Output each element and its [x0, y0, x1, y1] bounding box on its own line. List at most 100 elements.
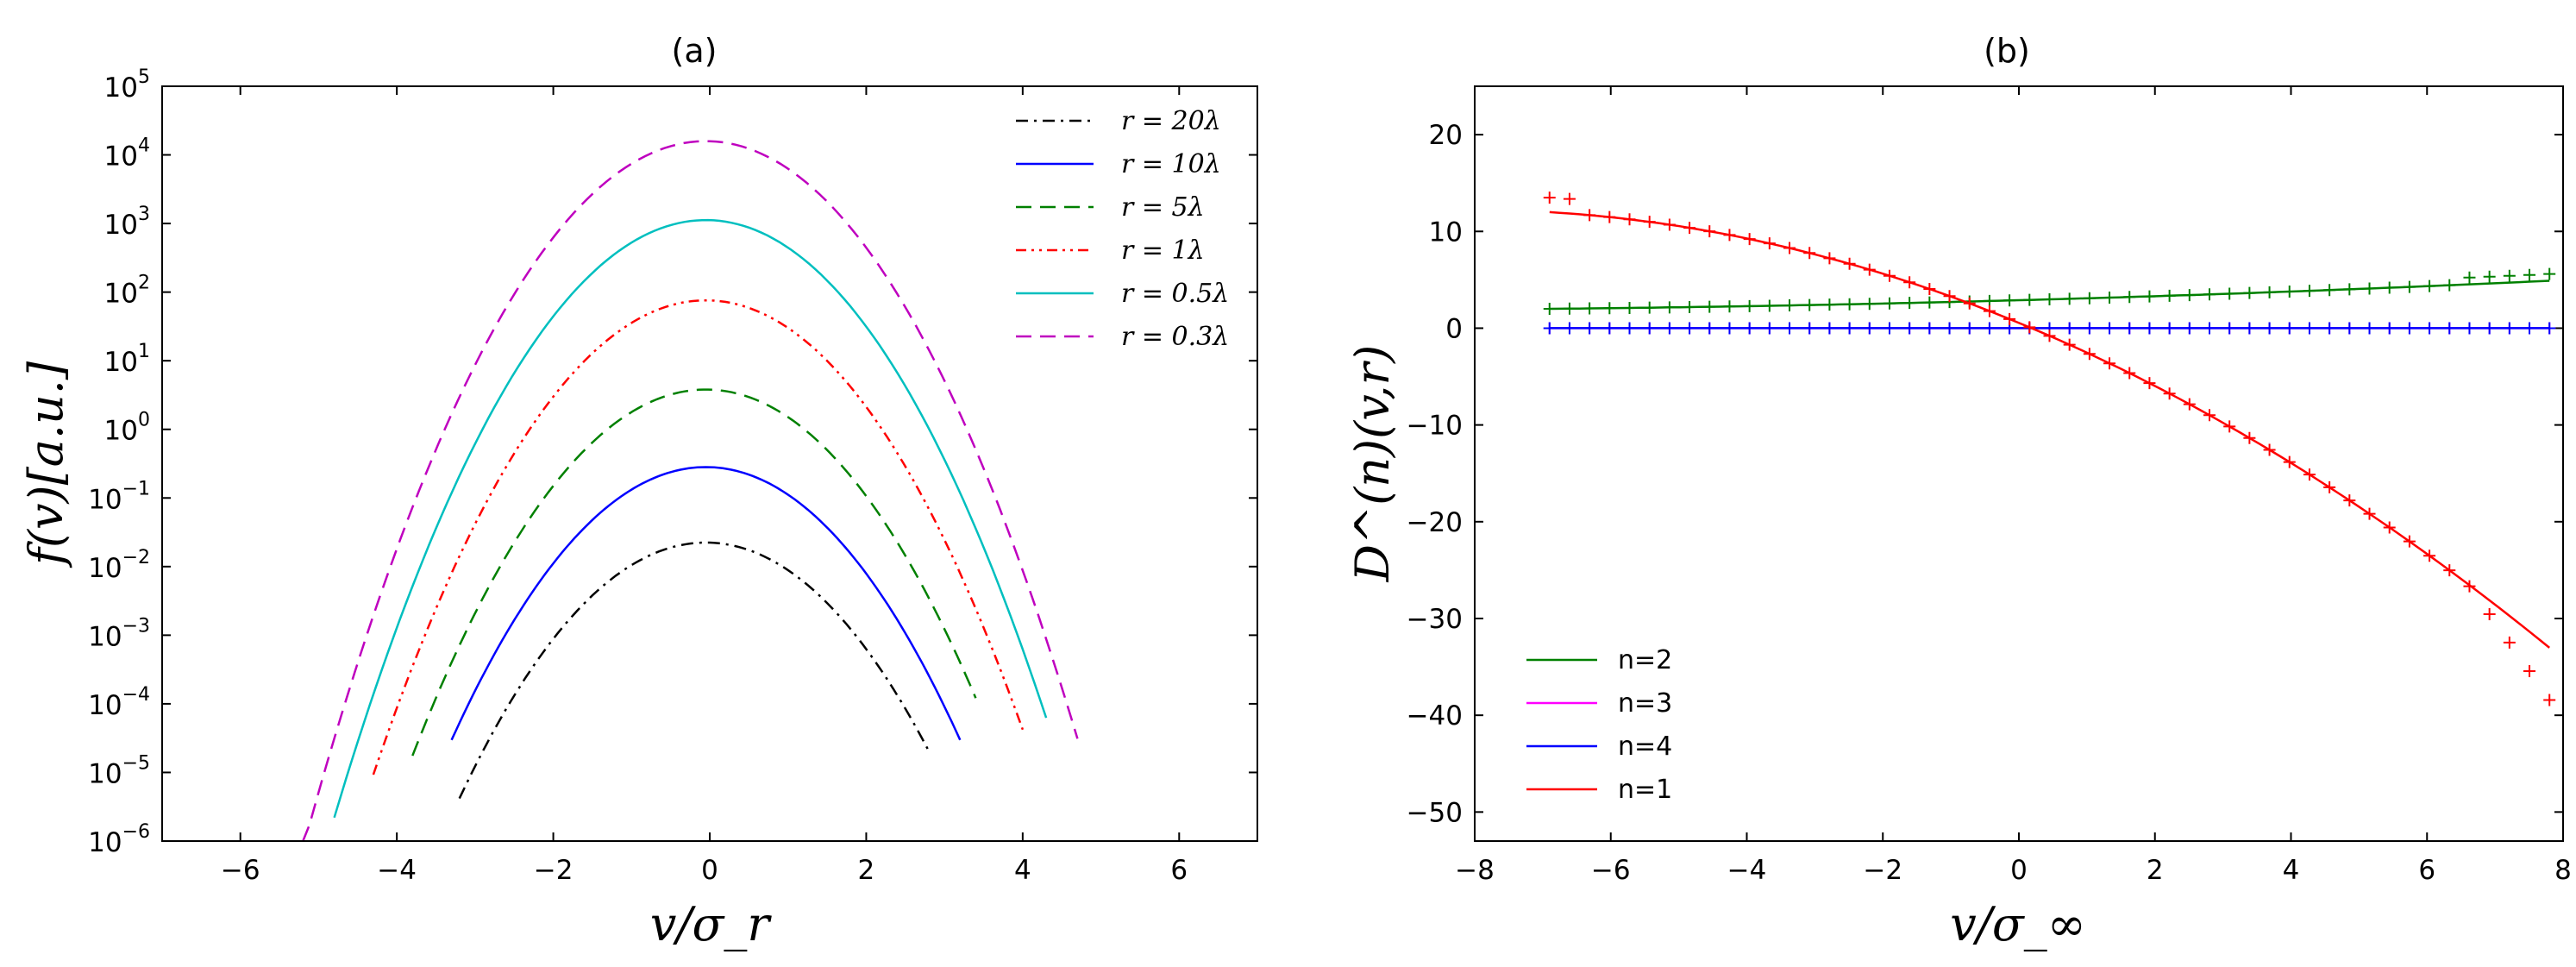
- panel-b-data-marker: [1543, 322, 1556, 335]
- panel-a-xtick-label: 6: [1170, 855, 1188, 886]
- panel-b-ytick-label: −10: [1407, 411, 1463, 442]
- panel-b-data-marker: [1803, 247, 1816, 260]
- panel-b-data-marker: [2383, 281, 2396, 294]
- panel-b-data-marker: [2243, 286, 2256, 299]
- panel-b-ytick-label: 20: [1429, 120, 1463, 151]
- panel-b-data-marker: [1903, 276, 1916, 289]
- panel-b-data-marker: [1763, 299, 1776, 312]
- panel-b-data-marker: [1723, 300, 1736, 313]
- panel-b-data-marker: [1843, 322, 1856, 335]
- panel-b-data-marker: [2243, 431, 2256, 444]
- panel-b-data-marker: [2423, 549, 2436, 562]
- panel-b-xtick-label: 8: [2554, 855, 2572, 886]
- panel-b-data-marker: [2343, 322, 2356, 335]
- panel-b-data-marker: [1723, 229, 1736, 242]
- panel-a-title: (a): [672, 32, 718, 70]
- panel-b-data-marker: [2503, 322, 2516, 335]
- panel-b-data-marker: [2143, 322, 2156, 335]
- panel-b-data-marker: [2423, 322, 2436, 335]
- panel-b-data-marker: [1563, 192, 1576, 205]
- panel-b-data-marker: [1743, 299, 1756, 312]
- panel-a-series-line: [333, 218, 1048, 819]
- panel-b-data-marker: [1903, 297, 1916, 310]
- panel-b-data-marker: [1963, 297, 1976, 310]
- panel-b-data-marker: [1843, 257, 1856, 270]
- panel-b-data-marker: [2103, 357, 2116, 370]
- panel-b-data-marker: [2263, 322, 2276, 335]
- panel-b-xtick-label: 6: [2418, 855, 2435, 886]
- panel-b-data-marker: [2543, 322, 2556, 335]
- panel-b-legend: n=2 n=3 n=4 n=1: [1526, 645, 1672, 805]
- panel-a-xtick-label: −6: [221, 855, 260, 886]
- panel-a-series-line: [411, 388, 977, 757]
- panel-b-xtick-label: −8: [1455, 855, 1495, 886]
- panel-a-xlabel: v/σ_r: [650, 897, 773, 951]
- panel-b-data-marker: [2263, 286, 2276, 298]
- panel-b-xtick-label: −2: [1863, 855, 1902, 886]
- panel-b-xtick-label: −6: [1591, 855, 1631, 886]
- panel-a-ytick-label: 105: [104, 66, 150, 104]
- panel-b-xlabel: v/σ_∞: [1950, 897, 2086, 951]
- panel-a-legend-label: r = 20λ: [1121, 106, 1221, 136]
- panel-b-data-marker: [2083, 322, 2096, 335]
- panel-b-ylabel: D^(n)(v,r): [1345, 345, 1400, 583]
- panel-b-data-marker: [2063, 292, 2076, 305]
- panel-b-legend-label: n=1: [1618, 775, 1672, 805]
- panel-a-ytick-label: 10−1: [88, 478, 150, 515]
- panel-b-data-marker: [2063, 338, 2076, 351]
- panel-b-ytick-label: −20: [1407, 507, 1463, 538]
- panel-a-ylabel: f(v)[a.u.]: [19, 361, 73, 568]
- panel-b-data-marker: [2363, 322, 2376, 335]
- panel-b-data-marker: [2483, 608, 2496, 621]
- panel-b-data-marker: [2423, 279, 2436, 292]
- panel-b-data-marker: [2083, 348, 2096, 361]
- panel-b-frame: [1474, 85, 2564, 842]
- panel-a: (a) −6 −4 −2 0 2 4 6 10−6 10−5 10−4 10−3 10−2 10−1 10…: [19, 32, 1258, 951]
- panel-b-data-marker: [2043, 293, 2056, 306]
- panel-b-data-marker: [2323, 284, 2336, 297]
- panel-b-data-marker: [2043, 330, 2056, 342]
- panel-b-data-marker: [2383, 521, 2396, 534]
- panel-a-xtick-label: −4: [377, 855, 417, 886]
- panel-b-ytick-label: −50: [1407, 797, 1463, 828]
- panel-b-data-marker: [1783, 242, 1796, 254]
- panel-b-legend-label: n=4: [1618, 732, 1672, 762]
- panel-b-data-marker: [1943, 322, 1956, 335]
- panel-b-data-marker: [2183, 398, 2196, 411]
- panel-b-data-marker: [1983, 322, 1996, 335]
- panel-b-data-marker: [2503, 636, 2516, 649]
- panel-b-data-marker: [2163, 289, 2176, 302]
- panel-b-data-marker: [2303, 285, 2316, 298]
- panel-b-data-marker: [1943, 290, 1956, 303]
- panel-b-data-marker: [1583, 322, 1596, 335]
- panel-a-ytick-label: 10−2: [88, 547, 150, 584]
- panel-b-data-marker: [1683, 301, 1696, 314]
- panel-b-legend-label: n=2: [1618, 645, 1672, 675]
- panel-a-legend-label: r = 0.5λ: [1121, 279, 1229, 309]
- panel-b-data-marker: [1763, 322, 1776, 335]
- panel-b-data-marker: [1803, 322, 1816, 335]
- panel-b-data-marker: [1703, 322, 1716, 335]
- panel-b-data-marker: [2223, 420, 2236, 433]
- panel-b-data-marker: [2243, 322, 2256, 335]
- panel-b-data-marker: [1783, 299, 1796, 312]
- panel-b-data-marker: [2303, 468, 2316, 481]
- panel-b-data-marker: [2363, 507, 2376, 520]
- panel-b-data-marker: [1863, 263, 1876, 276]
- panel-a-xtick-label: −2: [534, 855, 573, 886]
- panel-b-data-marker: [2283, 322, 2296, 335]
- panel-b-data-marker: [2443, 564, 2456, 577]
- panel-b-title: (b): [1984, 32, 2030, 70]
- panel-b-data-marker: [1743, 322, 1756, 335]
- panel-b-data-marker: [2143, 377, 2156, 390]
- panel-b-xtick-label: 4: [2283, 855, 2300, 886]
- panel-b-data-marker: [2403, 280, 2416, 293]
- panel-b-data-marker: [1643, 301, 1656, 314]
- panel-b-ytick-label: 0: [1445, 313, 1463, 344]
- panel-b-data-marker: [2023, 321, 2036, 334]
- panel-b-data-marker: [2323, 322, 2336, 335]
- panel-b-data-marker: [1603, 210, 1616, 223]
- panel-a-legend-label: r = 0.3λ: [1121, 322, 1229, 352]
